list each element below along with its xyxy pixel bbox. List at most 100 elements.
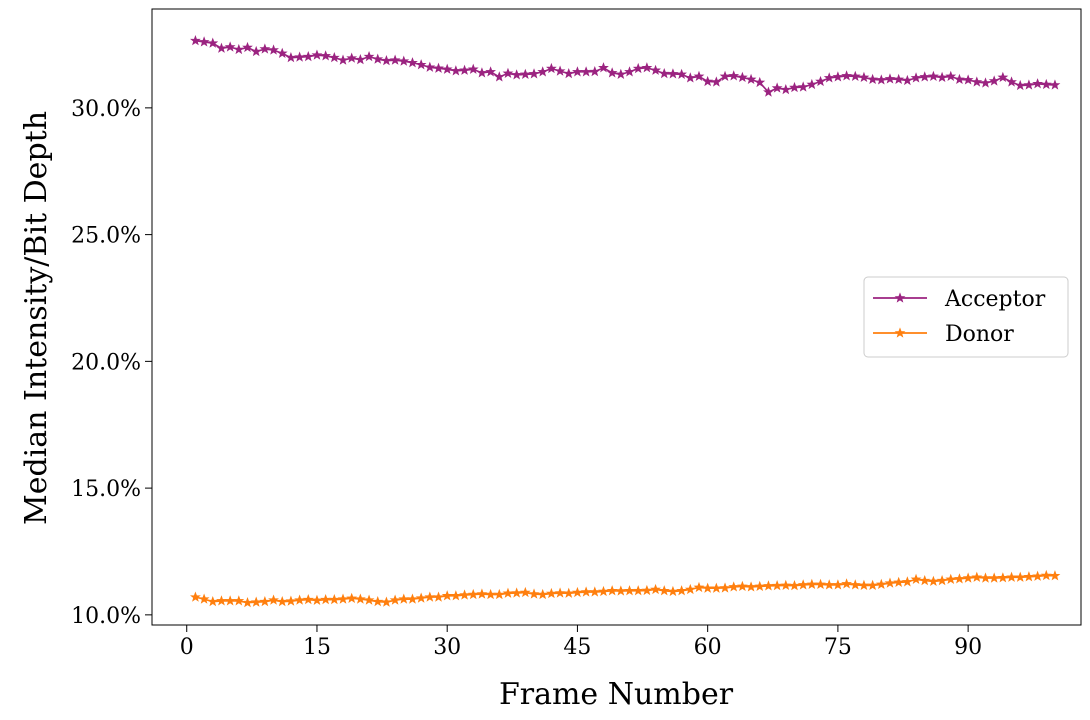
x-axis: 0 15 30 45 60 75 90: [180, 625, 982, 660]
data-point-donor: [285, 595, 297, 606]
data-point-acceptor: [485, 66, 496, 77]
data-point-donor: [954, 573, 965, 584]
data-point-acceptor: [606, 67, 618, 78]
data-point-donor: [259, 596, 271, 607]
data-point-acceptor: [467, 63, 479, 74]
data-point-acceptor: [580, 66, 592, 77]
data-point-donor: [919, 574, 931, 586]
data-point-donor: [1040, 569, 1052, 581]
data-point-donor: [988, 572, 1000, 583]
data-point-donor: [971, 571, 983, 582]
data-point-acceptor: [641, 62, 653, 73]
data-point-acceptor: [598, 62, 609, 73]
data-point-acceptor: [667, 68, 679, 79]
legend-marker: [894, 327, 906, 338]
y-tick-label: 25.0%: [71, 224, 141, 249]
data-point-acceptor: [320, 50, 332, 61]
data-point-acceptor: [997, 71, 1009, 83]
data-point-donor: [1014, 571, 1026, 582]
data-point-donor: [250, 596, 262, 607]
data-point-donor: [372, 596, 384, 607]
data-point-donor: [242, 597, 253, 608]
y-tick-label: 10.0%: [71, 604, 141, 629]
data-point-acceptor: [658, 67, 670, 79]
x-tick-label: 15: [303, 635, 331, 660]
data-point-acceptor: [302, 50, 314, 62]
data-point-donor: [363, 594, 375, 605]
data-point-donor: [424, 591, 436, 602]
data-point-acceptor: [676, 68, 688, 79]
data-point-donor: [997, 572, 1009, 583]
data-point-donor: [537, 588, 549, 600]
data-point-donor: [572, 586, 583, 598]
data-point-donor: [554, 587, 566, 598]
data-point-acceptor: [928, 70, 939, 82]
data-point-donor: [667, 585, 679, 597]
data-point-donor: [311, 594, 323, 605]
data-point-donor: [198, 593, 210, 604]
data-point-acceptor: [867, 73, 879, 85]
data-point-donor: [945, 573, 957, 584]
data-point-acceptor: [450, 65, 462, 76]
data-point-acceptor: [884, 73, 896, 84]
data-point-donor: [684, 583, 696, 595]
data-point-acceptor: [502, 67, 514, 78]
data-point-acceptor: [433, 62, 444, 73]
data-point-acceptor: [789, 81, 800, 93]
data-point-acceptor: [589, 65, 601, 77]
data-point-acceptor: [815, 75, 826, 87]
data-point-acceptor: [346, 52, 358, 63]
data-point-donor: [624, 585, 635, 596]
data-point-acceptor: [823, 72, 835, 83]
data-point-donor: [1006, 571, 1017, 582]
legend-box: [863, 276, 1069, 358]
data-point-acceptor: [476, 67, 488, 78]
data-point-acceptor: [754, 76, 766, 88]
y-tick-label: 15.0%: [71, 477, 141, 502]
data-point-donor: [806, 578, 818, 590]
data-point-acceptor: [910, 72, 922, 83]
data-point-donor: [415, 592, 427, 603]
data-point-donor: [719, 582, 731, 593]
data-point-acceptor: [1049, 79, 1061, 90]
x-tick-label: 0: [180, 635, 194, 660]
data-point-acceptor: [328, 52, 340, 63]
data-point-acceptor: [615, 68, 627, 79]
data-point-donor: [650, 583, 661, 595]
data-point-acceptor: [1006, 76, 1017, 87]
x-tick-label: 60: [694, 635, 722, 660]
data-point-acceptor: [528, 68, 540, 79]
data-point-donor: [493, 588, 505, 600]
x-tick-label: 90: [954, 635, 982, 660]
data-point-acceptor: [545, 62, 557, 74]
data-point-donor: [502, 587, 514, 598]
data-point-acceptor: [702, 75, 714, 87]
data-point-acceptor: [372, 53, 384, 64]
data-point-donor: [1032, 570, 1043, 581]
data-point-acceptor: [1032, 78, 1043, 89]
data-point-donor: [407, 593, 418, 604]
legend-marker: [894, 292, 906, 303]
data-point-acceptor: [728, 70, 740, 81]
data-point-acceptor: [233, 43, 245, 55]
data-point-acceptor: [901, 74, 913, 86]
data-point-acceptor: [849, 70, 861, 82]
data-point-donor: [450, 590, 462, 601]
data-point-acceptor: [224, 41, 236, 52]
data-point-donor: [658, 585, 670, 596]
data-point-donor: [459, 589, 470, 600]
y-axis-title: Median Intensity/Bit Depth: [19, 111, 54, 525]
data-point-donor: [398, 593, 410, 604]
data-point-acceptor: [780, 83, 792, 95]
data-point-acceptor: [354, 54, 366, 65]
data-point-donor: [797, 579, 809, 590]
data-point-donor: [910, 573, 922, 584]
data-point-acceptor: [407, 57, 418, 68]
data-point-donor: [268, 594, 279, 605]
data-point-acceptor: [190, 35, 201, 46]
data-point-donor: [693, 581, 705, 593]
data-point-donor: [928, 575, 939, 586]
data-point-donor: [893, 576, 905, 588]
data-point-donor: [980, 572, 991, 583]
